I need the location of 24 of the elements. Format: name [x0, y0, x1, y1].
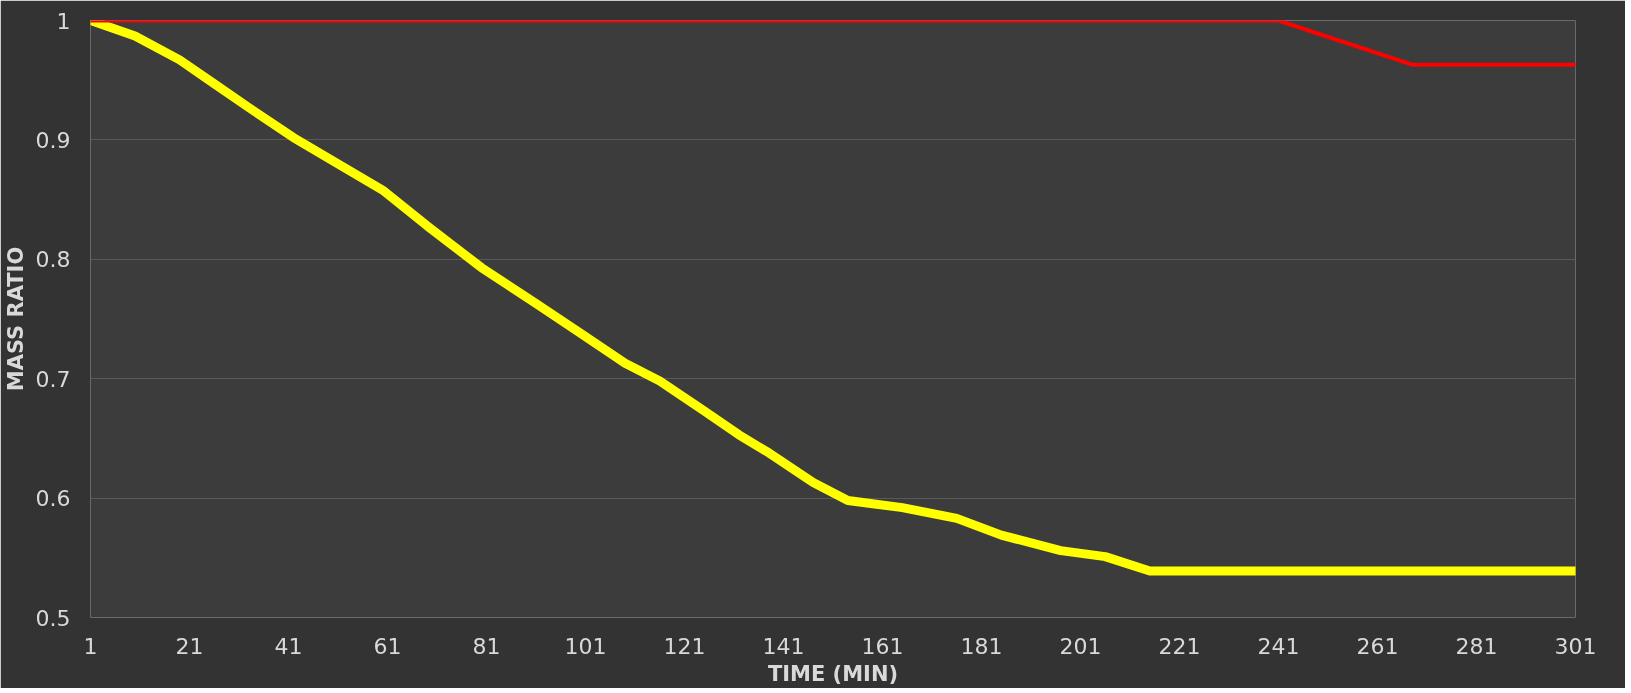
x-tick-label: 1 [83, 633, 98, 659]
y-tick-label: 0.5 [35, 605, 71, 631]
y-tick-label: 0.7 [35, 366, 71, 392]
x-tick-label: 101 [564, 633, 607, 659]
x-tick-label: 121 [663, 633, 706, 659]
x-tick-label: 201 [1059, 633, 1102, 659]
x-tick-label: 281 [1455, 633, 1498, 659]
x-tick-label: 241 [1257, 633, 1300, 659]
y-axis-title: MASS RATIO [3, 246, 28, 392]
x-tick-label: 141 [762, 633, 805, 659]
x-tick-label: 81 [472, 633, 501, 659]
y-tick-label: 0.8 [35, 247, 71, 273]
x-tick-label: 221 [1158, 633, 1201, 659]
y-tick-label: 0.9 [35, 127, 71, 153]
x-tick-label: 61 [373, 633, 402, 659]
x-tick-label: 41 [274, 633, 303, 659]
y-tick-label: 1 [56, 8, 71, 34]
x-tick-label: 21 [175, 633, 204, 659]
x-tick-label: 181 [960, 633, 1003, 659]
x-tick-label: 301 [1554, 633, 1597, 659]
x-tick-label: 161 [861, 633, 904, 659]
x-axis-title: TIME (MIN) [767, 661, 899, 686]
y-tick-label: 0.6 [35, 486, 71, 512]
x-tick-label: 261 [1356, 633, 1399, 659]
